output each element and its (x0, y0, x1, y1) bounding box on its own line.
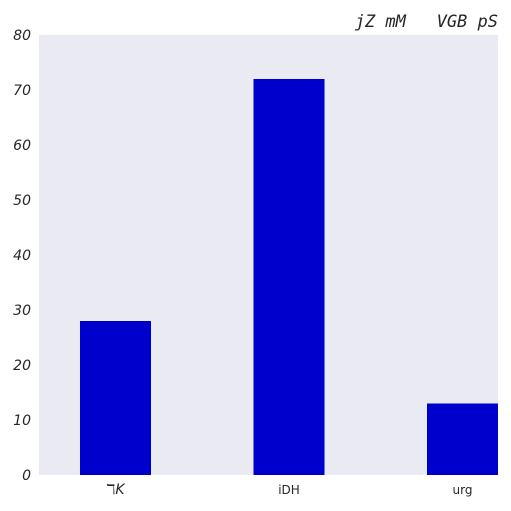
y-tick-label: 0 (22, 468, 31, 484)
bar (80, 321, 151, 475)
bar (427, 403, 498, 475)
chart-title: jZ mM VGB pS (355, 12, 498, 32)
y-axis-ticks: 0 10 20 30 40 50 60 70 80 (13, 28, 31, 484)
x-tick-label: ℸK (106, 482, 126, 498)
y-tick-label: 20 (13, 358, 31, 374)
y-tick-label: 10 (13, 413, 31, 429)
y-tick-label: 50 (13, 193, 31, 209)
y-tick-label: 70 (13, 83, 31, 99)
y-tick-label: 30 (13, 303, 31, 319)
x-axis-ticks: ℸK iDH urg (106, 482, 472, 498)
y-tick-label: 80 (13, 28, 31, 44)
x-tick-label: urg (453, 483, 473, 497)
y-tick-label: 40 (13, 248, 31, 264)
x-tick-label: iDH (278, 483, 300, 497)
bar (253, 79, 325, 475)
bars (80, 79, 498, 475)
y-tick-label: 60 (13, 138, 31, 154)
